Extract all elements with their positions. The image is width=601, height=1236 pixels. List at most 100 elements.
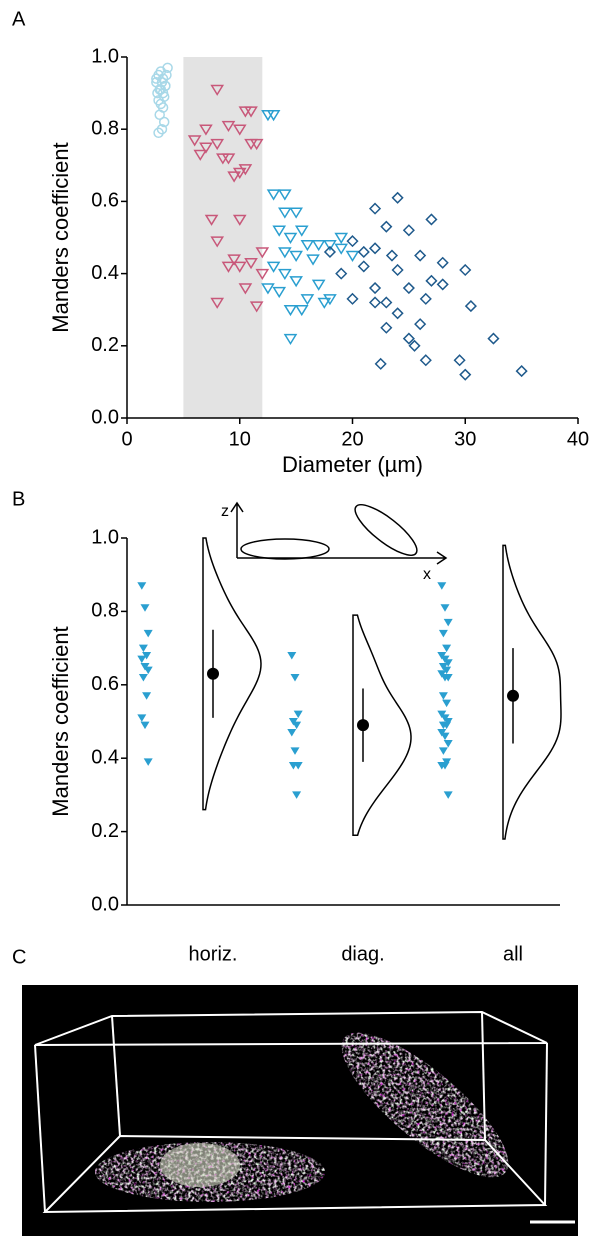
data-point	[255, 268, 270, 281]
data-point	[221, 153, 236, 165]
data-point	[368, 202, 382, 215]
data-point	[232, 261, 247, 273]
data-point	[442, 721, 452, 730]
data-point	[287, 729, 297, 737]
y-tick-label: 0.0	[91, 406, 119, 428]
data-point	[440, 732, 450, 741]
data-point	[151, 73, 162, 84]
micrograph	[22, 985, 578, 1236]
data-point	[419, 292, 432, 305]
data-point	[374, 357, 387, 370]
data-point	[425, 213, 438, 226]
data-point	[380, 296, 393, 309]
data-point	[440, 762, 450, 770]
data-point	[266, 110, 281, 122]
violin	[352, 614, 412, 837]
data-point	[323, 239, 337, 252]
data-point	[414, 249, 427, 262]
data-point	[408, 339, 421, 352]
data-point	[266, 189, 281, 201]
panel-label: C	[12, 946, 26, 968]
data-point	[238, 283, 253, 295]
data-point	[199, 124, 213, 136]
data-point	[391, 191, 404, 204]
data-point	[380, 220, 393, 233]
data-point	[438, 747, 448, 755]
data-point	[334, 232, 349, 244]
data-point	[162, 62, 173, 74]
data-point	[143, 629, 153, 638]
data-point	[272, 286, 287, 299]
violin	[502, 544, 562, 840]
data-point	[153, 127, 164, 139]
data-point	[138, 644, 148, 653]
panel-label: A	[12, 8, 26, 30]
data-point	[443, 618, 453, 627]
data-point	[436, 278, 449, 291]
data-point	[438, 692, 448, 700]
data-point	[487, 332, 500, 345]
data-point	[419, 354, 432, 367]
data-point	[140, 721, 150, 730]
x-tick-label: all	[503, 943, 523, 965]
data-point	[459, 368, 472, 381]
data-point	[255, 247, 270, 259]
data-point	[292, 791, 302, 799]
data-point	[440, 604, 450, 612]
data-point	[287, 651, 297, 660]
data-point	[368, 296, 382, 309]
data-point	[278, 207, 292, 219]
x-tick-label: horiz.	[189, 943, 238, 965]
data-point	[443, 659, 453, 667]
data-point	[442, 644, 452, 653]
y-tick-label: 0.0	[91, 893, 119, 915]
x-tick-label: 30	[454, 428, 476, 450]
data-point	[438, 629, 448, 638]
data-point	[232, 214, 247, 226]
data-point	[138, 673, 148, 682]
data-point	[266, 261, 281, 273]
data-point	[193, 149, 208, 161]
annotation: x	[423, 566, 431, 583]
data-point	[317, 297, 332, 309]
data-point	[154, 109, 165, 121]
data-point	[156, 77, 168, 88]
data-point	[402, 281, 415, 295]
data-point	[221, 120, 236, 133]
data-point	[385, 249, 399, 262]
y-tick-label: 1.0	[91, 45, 119, 67]
data-point	[464, 300, 477, 313]
data-point	[210, 138, 225, 151]
data-point	[137, 582, 147, 590]
data-point	[311, 279, 326, 291]
data-point	[283, 333, 298, 346]
axes-inset	[230, 501, 448, 565]
data-point	[227, 254, 241, 266]
data-point	[290, 673, 300, 682]
data-point	[323, 294, 337, 306]
x-axis-title: Diameter (µm)	[282, 452, 423, 477]
data-point	[368, 242, 382, 255]
data-point	[210, 297, 225, 309]
y-tick-label: 0.4	[91, 746, 119, 768]
y-tick-label: 0.6	[91, 190, 119, 212]
data-point	[204, 214, 219, 226]
y-tick-label: 0.4	[91, 262, 119, 284]
data-point	[442, 666, 452, 675]
data-point	[294, 225, 309, 237]
data-point	[199, 142, 213, 154]
x-tick-label: diag.	[341, 943, 384, 965]
data-point	[249, 138, 264, 151]
data-point	[210, 236, 225, 248]
y-axis-title: Manders coefficient	[48, 142, 73, 332]
data-point	[142, 692, 152, 700]
data-point	[272, 225, 287, 237]
data-point	[453, 354, 466, 367]
violin	[202, 537, 262, 811]
data-point	[311, 239, 326, 252]
data-point	[290, 747, 300, 755]
data-point	[300, 239, 315, 252]
y-tick-label: 0.2	[91, 820, 119, 842]
data-point	[283, 232, 298, 244]
data-point	[293, 710, 303, 719]
